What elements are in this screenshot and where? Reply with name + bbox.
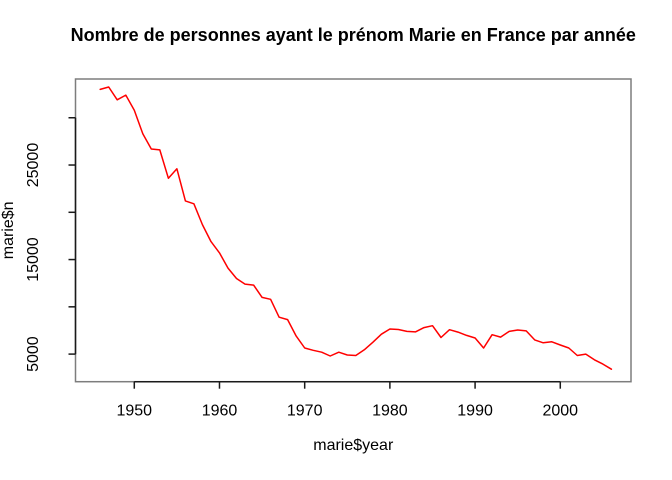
plot-border xyxy=(74,78,632,383)
y-tick-label: 5000 xyxy=(25,336,42,372)
y-axis-ticks: 5000 15000 25000 xyxy=(25,117,76,372)
x-tick-label: 1950 xyxy=(116,403,152,420)
x-tick-label: 1980 xyxy=(372,403,408,420)
x-tick-label: 2000 xyxy=(542,403,578,420)
y-tick-label: 25000 xyxy=(25,143,42,188)
x-tick-label: 1960 xyxy=(202,403,238,420)
data-line-marie xyxy=(99,86,613,370)
x-axis-ticks: 1950 1960 1970 1980 1990 2000 xyxy=(116,381,578,420)
x-tick-label: 1970 xyxy=(287,403,323,420)
y-tick-label: 15000 xyxy=(25,237,42,282)
x-tick-label: 1990 xyxy=(457,403,493,420)
y-axis-label: marie$n xyxy=(0,201,17,259)
x-axis-label: marie$year xyxy=(313,437,394,454)
chart-title: Nombre de personnes ayant le prénom Mari… xyxy=(71,25,636,45)
